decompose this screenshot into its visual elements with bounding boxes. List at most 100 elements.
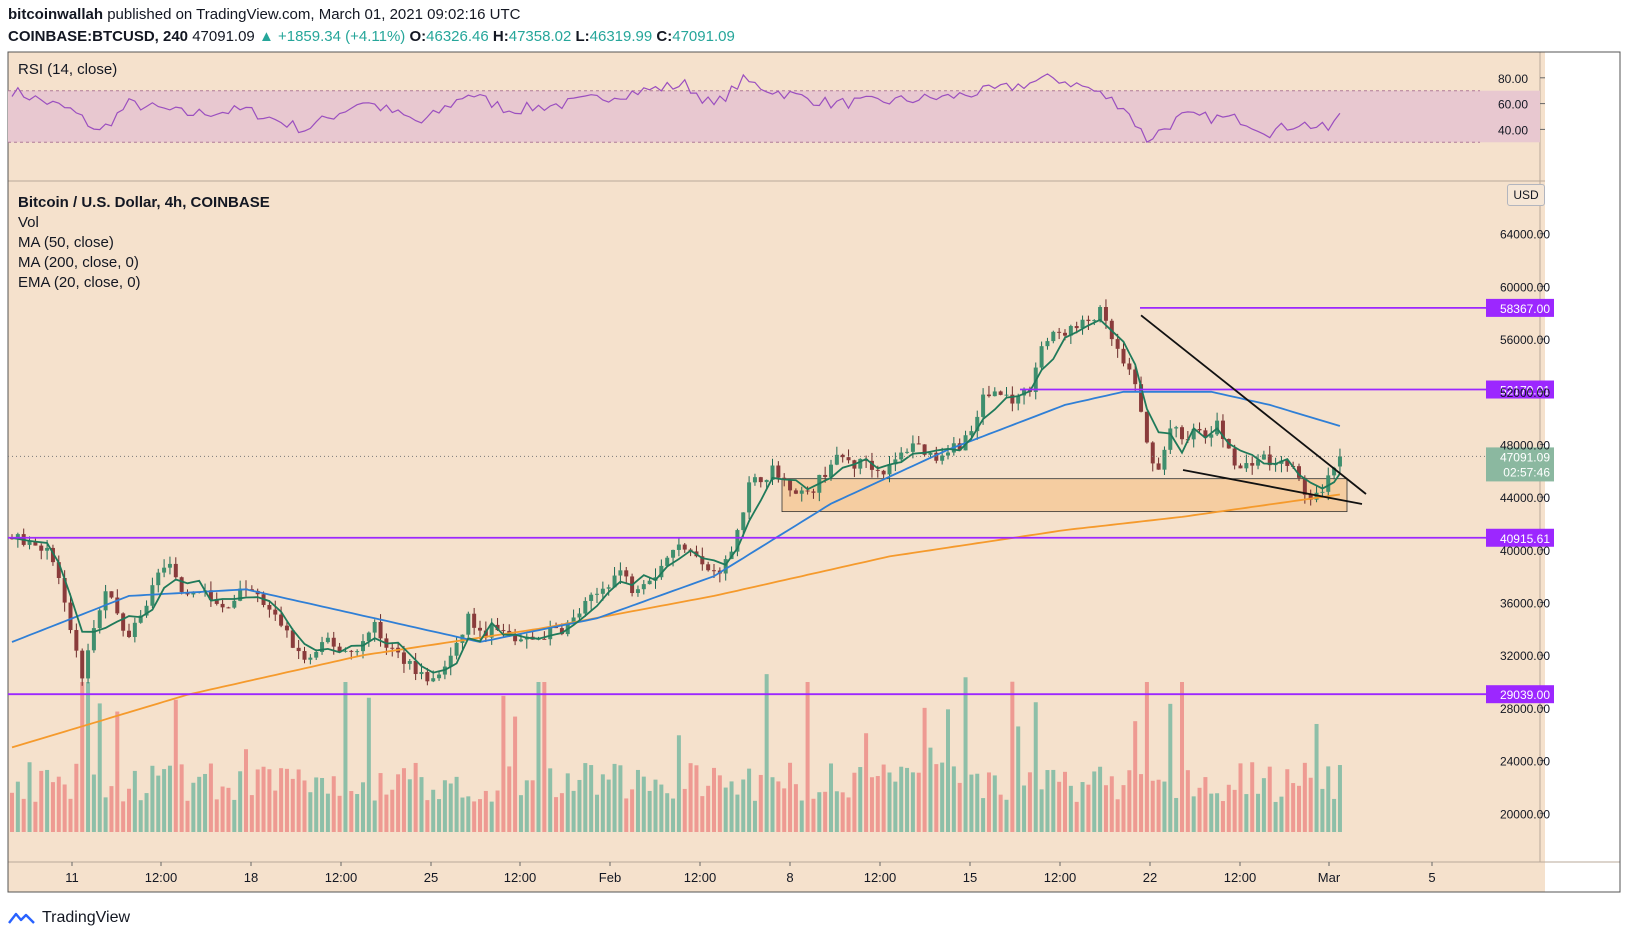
volume-bar xyxy=(413,762,418,832)
candle-body xyxy=(752,477,757,483)
candle-body xyxy=(314,651,319,658)
volume-bar xyxy=(1045,770,1050,832)
candle-body xyxy=(916,443,921,445)
candle-body xyxy=(741,512,746,531)
volume-bar xyxy=(823,791,828,832)
volume-bar xyxy=(74,763,79,832)
volume-bar xyxy=(33,801,38,832)
volume-bar xyxy=(671,798,676,832)
volume-bar xyxy=(249,795,254,832)
candle-body xyxy=(834,454,839,465)
volume-bar xyxy=(1203,777,1208,832)
change-arrow-icon: ▲ xyxy=(258,28,274,45)
volume-bar xyxy=(489,801,494,832)
wedge-lower-trendline[interactable] xyxy=(1182,469,1363,505)
level-price-tag xyxy=(1486,685,1554,704)
candle-body xyxy=(378,621,383,639)
volume-bar xyxy=(501,695,506,832)
volume-bar xyxy=(1285,769,1290,832)
candle-body xyxy=(940,455,945,461)
ma50-line xyxy=(11,390,1341,643)
candle-body xyxy=(899,452,904,460)
candle-body xyxy=(823,474,828,477)
candle-body xyxy=(156,572,161,586)
author-name[interactable]: bitcoinwallah xyxy=(8,6,104,23)
volume-bar xyxy=(1057,781,1062,832)
legend-item-ma50[interactable]: MA (50, close) xyxy=(18,234,114,251)
volume-bar xyxy=(618,765,623,832)
candle-body xyxy=(770,465,775,480)
level-price-label: 40915.61 xyxy=(1500,532,1550,546)
legend-item-ma200[interactable]: MA (200, close, 0) xyxy=(18,254,139,271)
rsi-band xyxy=(8,90,1540,143)
candle-body xyxy=(981,394,986,417)
axes: 64000.00 60000.00 56000.00 52000.00 48000.00… xyxy=(65,72,1550,885)
candle-body xyxy=(957,443,962,451)
volume-bar xyxy=(706,785,711,832)
volume-bar xyxy=(1256,793,1261,832)
volume-bar xyxy=(1121,785,1126,832)
volume-bar xyxy=(1250,762,1255,832)
rsi-indicator-label[interactable]: RSI (14, close) xyxy=(18,61,118,78)
candle-body xyxy=(208,590,213,600)
wedge-upper-trendline[interactable] xyxy=(1140,314,1367,495)
volume-bar xyxy=(472,801,477,832)
volume-bar xyxy=(191,782,196,832)
volume-bar xyxy=(969,774,974,832)
candle-body xyxy=(1308,494,1313,500)
volume-bar xyxy=(1033,702,1038,832)
volume-bar xyxy=(1063,771,1067,832)
horizontal-levels: 58367.00 52170.01 40915.61 29039.00 47091.09… xyxy=(8,298,1554,704)
candle-body xyxy=(238,588,243,601)
candle-body xyxy=(969,431,974,436)
volume-bar xyxy=(372,800,377,832)
volume-bar xyxy=(1326,766,1331,832)
volume-bar xyxy=(852,772,857,832)
candle-body xyxy=(1220,420,1225,439)
currency-badge[interactable]: USD xyxy=(1507,184,1545,206)
candle-body xyxy=(829,464,833,477)
candle-body xyxy=(91,628,96,651)
rsi-tick-label: 60.00 xyxy=(1498,98,1528,112)
legend-item-ema20[interactable]: EMA (20, close, 0) xyxy=(18,274,141,291)
price-tick-label: 28000.00 xyxy=(1500,702,1550,716)
candle-body xyxy=(647,580,652,585)
volume-bar xyxy=(1297,785,1301,832)
time-tick-label: Mar xyxy=(1318,870,1341,885)
volume-bar xyxy=(431,789,436,832)
volume-bar xyxy=(1156,779,1161,832)
volume-bar xyxy=(1039,789,1044,832)
candle-body xyxy=(928,452,933,455)
volume-bar xyxy=(91,774,96,832)
candle-body xyxy=(671,549,676,558)
candle-body xyxy=(425,672,430,682)
candle-body xyxy=(1074,326,1079,329)
volume-bar xyxy=(764,674,769,832)
candle-body xyxy=(583,600,588,614)
volume-bar xyxy=(986,772,991,832)
candle-body xyxy=(226,607,231,609)
footer-brand[interactable]: TradingView xyxy=(42,909,131,926)
volume-bar xyxy=(1016,726,1021,832)
volume-bar xyxy=(1109,776,1114,832)
series-title[interactable]: Bitcoin / U.S. Dollar, 4h, COINBASE xyxy=(18,194,270,211)
volume-bar xyxy=(97,703,102,832)
candle-body xyxy=(45,547,50,551)
volume-bar xyxy=(548,768,553,832)
volume-bar xyxy=(554,797,559,832)
candle-body xyxy=(513,635,518,642)
volume-bar xyxy=(887,772,892,832)
volume-bar xyxy=(127,788,131,832)
volume-bar xyxy=(776,781,781,832)
volume-bar xyxy=(244,749,248,832)
volume-bar xyxy=(86,682,91,832)
volume-bar xyxy=(1273,801,1278,832)
candle-body xyxy=(1326,475,1331,492)
candle-body xyxy=(881,470,886,475)
volume-bar xyxy=(45,769,50,832)
candle-body xyxy=(1063,332,1067,336)
candle-body xyxy=(1133,369,1138,385)
volume-bar xyxy=(1144,682,1149,832)
price-tick-label: 60000.00 xyxy=(1500,280,1550,294)
legend-item-volume[interactable]: Vol xyxy=(18,214,39,231)
